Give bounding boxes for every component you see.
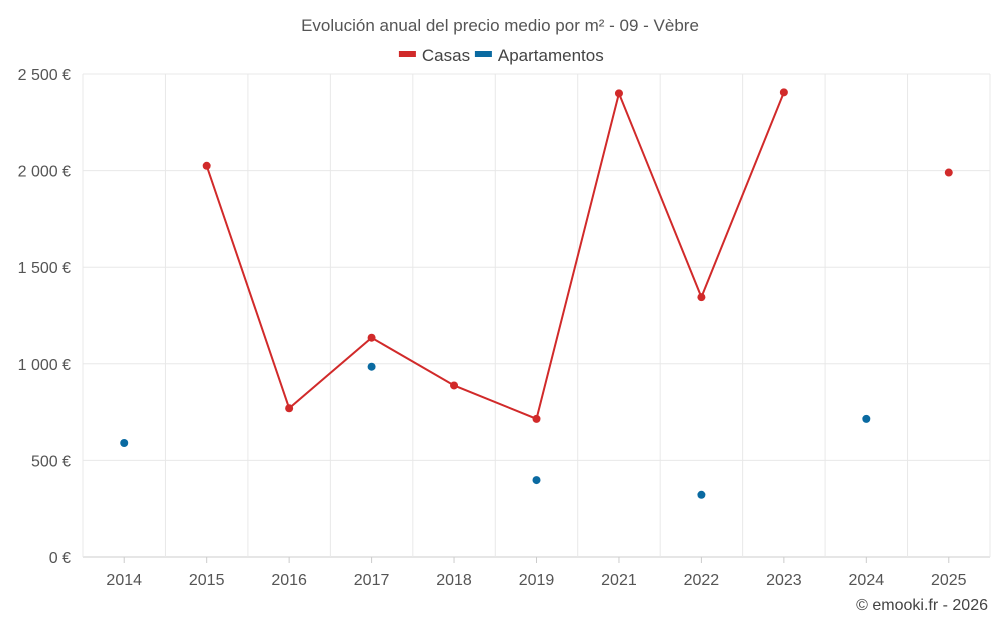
credit-text: © emooki.fr - 2026 [856, 597, 988, 614]
y-tick-label: 0 € [49, 550, 71, 567]
x-tick-label: 2016 [271, 572, 307, 589]
data-point-apartamentos [697, 490, 706, 499]
grid [82, 73, 991, 558]
plot-area [120, 88, 953, 499]
data-point-casas [697, 293, 706, 302]
legend-swatch [398, 51, 416, 57]
data-point-apartamentos [862, 414, 871, 423]
x-tick-label: 2022 [684, 572, 720, 589]
legend-label: Apartamentos [498, 46, 604, 65]
data-point-apartamentos [532, 476, 541, 485]
data-point-apartamentos [367, 362, 376, 371]
y-tick-label: 1 500 € [18, 260, 71, 277]
x-tick-label: 2024 [849, 572, 885, 589]
series-casas [202, 88, 953, 423]
x-tick-label: 2023 [766, 572, 802, 589]
x-tick-label: 2018 [436, 572, 472, 589]
data-point-casas [450, 381, 459, 390]
x-tick-label: 2017 [354, 572, 390, 589]
x-axis: 2014 2015 2016 2017 2018 2019 2021 2022 2023 2024… [106, 557, 967, 589]
data-point-casas [532, 414, 541, 423]
data-point-apartamentos [120, 439, 129, 448]
x-tick-label: 2021 [601, 572, 637, 589]
data-point-casas [944, 168, 953, 177]
y-tick-label: 2 000 € [18, 164, 71, 181]
data-point-casas [614, 89, 623, 98]
legend-label: Casas [422, 46, 470, 65]
data-point-casas [779, 88, 788, 97]
x-tick-label: 2025 [931, 572, 967, 589]
y-axis: 0 € 500 € 1 000 € 1 500 € 2 000 € 2 500 € [18, 67, 71, 567]
data-point-casas [285, 404, 294, 413]
y-tick-label: 1 000 € [18, 357, 71, 374]
y-tick-label: 2 500 € [18, 67, 71, 84]
legend-swatch [474, 51, 492, 57]
chart-title: Evolución anual del precio medio por m² … [301, 16, 699, 35]
legend: Casas Apartamentos [398, 46, 604, 65]
x-tick-label: 2019 [519, 572, 555, 589]
x-tick-label: 2015 [189, 572, 225, 589]
series-apartamentos [120, 362, 871, 499]
x-tick-label: 2014 [106, 572, 142, 589]
series-line-casas [205, 90, 785, 421]
y-tick-label: 500 € [31, 453, 71, 470]
data-point-casas [202, 161, 211, 170]
data-point-casas [367, 333, 376, 342]
